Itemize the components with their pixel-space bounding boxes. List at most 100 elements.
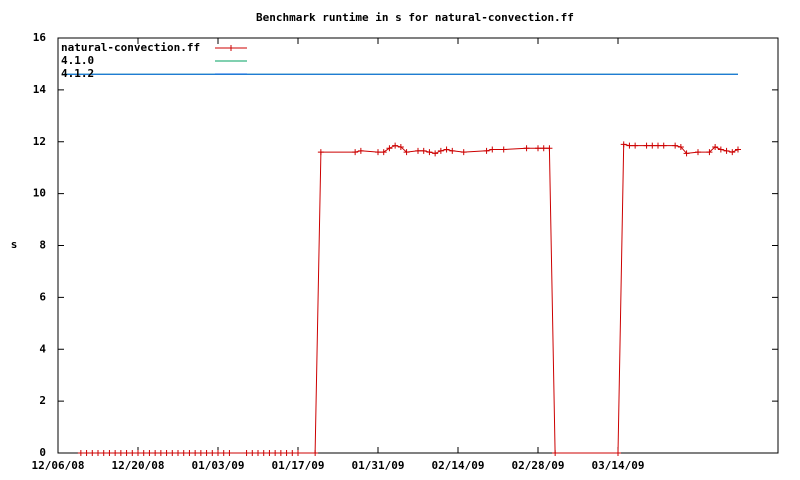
point-marker: [295, 450, 301, 456]
point-marker: [89, 450, 96, 456]
point-marker: [163, 450, 170, 456]
point-marker: [535, 145, 541, 152]
point-marker: [729, 149, 736, 156]
point-marker: [272, 450, 279, 456]
point-marker: [260, 450, 267, 456]
x-tick-label: 12/06/08: [32, 459, 85, 472]
point-marker: [717, 146, 724, 153]
point-marker: [443, 146, 450, 153]
point-marker: [683, 150, 690, 157]
plot-frame: [57, 37, 779, 454]
point-marker: [660, 142, 667, 149]
point-marker: [209, 450, 216, 456]
x-tick-label: 01/17/09: [272, 459, 325, 472]
point-marker: [83, 450, 90, 456]
point-marker: [380, 149, 387, 156]
point-marker: [677, 143, 684, 150]
legend-label: natural-convection.ff: [61, 41, 200, 54]
point-marker: [626, 142, 633, 149]
x-tick-label: 12/20/08: [112, 459, 165, 472]
point-marker: [415, 147, 421, 154]
point-marker: [215, 450, 221, 456]
point-marker: [152, 450, 159, 456]
point-marker: [735, 146, 741, 153]
point-marker: [540, 145, 547, 152]
point-marker: [489, 146, 496, 153]
point-marker: [437, 147, 444, 154]
point-marker: [106, 450, 113, 456]
point-marker: [546, 145, 553, 152]
y-tick-label: 14: [33, 83, 47, 96]
point-marker: [375, 149, 381, 156]
point-marker: [706, 149, 713, 156]
y-tick-label: 6: [39, 290, 46, 303]
point-marker: [146, 450, 153, 456]
point-marker: [649, 142, 656, 149]
point-marker: [255, 450, 261, 456]
point-marker: [426, 149, 433, 156]
point-marker: [397, 143, 404, 150]
x-tick-label: 01/31/09: [352, 459, 405, 472]
y-tick-label: 8: [39, 239, 46, 252]
point-marker: [312, 450, 319, 456]
point-marker: [77, 450, 84, 456]
point-marker: [386, 145, 393, 152]
point-marker: [449, 147, 456, 154]
point-marker: [220, 450, 227, 456]
point-marker: [695, 149, 701, 156]
point-marker: [203, 450, 210, 456]
point-marker: [243, 450, 250, 456]
x-tick-label: 02/28/09: [512, 459, 565, 472]
point-marker: [186, 450, 193, 456]
point-marker: [655, 142, 661, 149]
point-marker: [129, 450, 136, 456]
y-tick-label: 2: [39, 394, 46, 407]
point-marker: [672, 142, 679, 149]
x-tick-label: 02/14/09: [432, 459, 485, 472]
point-marker: [175, 450, 181, 456]
point-marker: [169, 450, 176, 456]
point-marker: [552, 450, 559, 456]
y-tick-label: 12: [33, 135, 46, 148]
point-marker: [460, 149, 467, 156]
point-marker: [140, 450, 147, 456]
y-tick-label: 0: [39, 446, 46, 459]
x-tick-label: 01/03/09: [192, 459, 245, 472]
series-line: [80, 143, 739, 454]
point-marker: [712, 143, 719, 150]
point-marker: [723, 147, 730, 154]
point-marker: [632, 142, 639, 149]
point-marker: [117, 450, 124, 456]
point-marker: [112, 450, 119, 456]
point-marker: [197, 450, 204, 456]
y-tick-label: 4: [39, 342, 46, 355]
y-tick-label: 16: [33, 31, 47, 44]
point-marker: [283, 450, 290, 456]
point-marker: [277, 450, 284, 456]
point-marker: [352, 149, 359, 156]
point-marker: [403, 149, 410, 156]
point-marker: [357, 147, 364, 154]
point-marker: [95, 450, 101, 456]
y-tick-label: 10: [33, 187, 46, 200]
point-marker: [420, 147, 427, 154]
point-marker: [226, 450, 233, 456]
point-marker: [643, 142, 650, 149]
point-marker: [289, 450, 296, 456]
y-axis-label: s: [11, 238, 18, 251]
chart-title: Benchmark runtime in s for natural-conve…: [256, 11, 574, 24]
point-marker: [483, 147, 490, 154]
legend-label: 4.1.2: [61, 67, 94, 80]
point-marker: [135, 450, 141, 456]
point-marker: [432, 150, 439, 157]
x-tick-label: 03/14/09: [592, 459, 645, 472]
point-marker: [500, 146, 507, 153]
point-marker: [192, 450, 199, 456]
point-marker: [123, 450, 130, 456]
point-marker: [317, 149, 324, 156]
point-marker: [249, 450, 256, 456]
point-marker: [620, 141, 627, 148]
legend-marker: [228, 45, 234, 51]
point-marker: [392, 142, 399, 149]
